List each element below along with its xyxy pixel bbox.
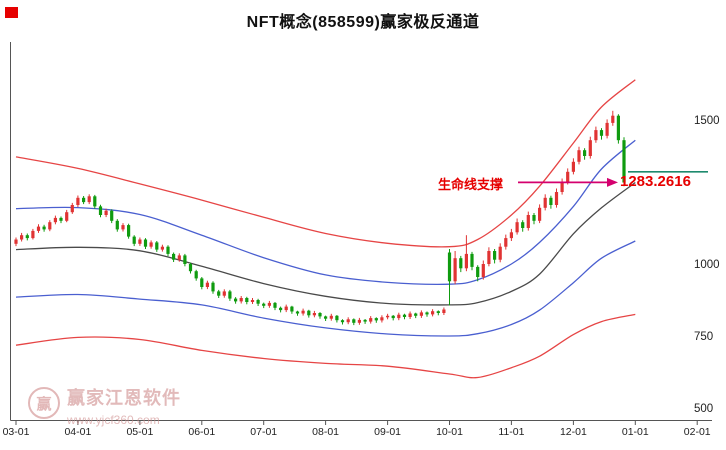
x-tick-label: 08-01	[312, 426, 339, 438]
watermark-logo-char: 赢	[36, 395, 52, 413]
candles	[14, 110, 626, 326]
x-tick-label: 02-01	[684, 426, 711, 438]
x-tick-label: 05-01	[126, 426, 153, 438]
y-tick-label: 750	[694, 331, 713, 343]
channel-life-line	[15, 181, 636, 306]
channel-outer-lower	[15, 313, 636, 379]
y-tick-label: 1500	[694, 115, 720, 127]
x-tick-label: 07-01	[250, 426, 277, 438]
watermark-texts: 赢家江恩软件 www.yjcf360.com	[67, 384, 181, 427]
channel-inner-lower	[15, 240, 636, 337]
y-tick-label: 1000	[694, 259, 720, 271]
support-arrowhead	[607, 177, 618, 187]
x-tick-label: 03-01	[3, 426, 30, 438]
lifeline-support-value: 1283.2616	[620, 173, 691, 191]
x-tick-label: 11-01	[498, 426, 524, 438]
x-tick-label: 10-01	[436, 426, 463, 438]
chart-title: NFT概念(858599)赢家极反通道	[246, 14, 480, 31]
channel-outer-upper	[15, 79, 636, 248]
watermark-logo-icon: 赢	[28, 387, 60, 419]
axes: 03-01 04-01 05-01 06-01 07-01 08-01 09-01 10-01…	[3, 42, 720, 438]
lifeline-support-label: 生命线支撑	[438, 177, 504, 193]
corner-marker	[5, 7, 18, 18]
x-tick-label: 12-01	[560, 426, 587, 438]
watermark: 赢 赢家江恩软件 www.yjcf360.com	[28, 384, 181, 427]
watermark-url: www.yjcf360.com	[67, 413, 160, 427]
channel-lines	[15, 79, 636, 379]
x-tick-label: 06-01	[188, 426, 215, 438]
y-tick-label: 500	[694, 403, 713, 415]
x-tick-label: 04-01	[64, 426, 91, 438]
channel-inner-upper	[15, 139, 636, 285]
x-tick-label: 01-01	[622, 426, 649, 438]
watermark-name: 赢家江恩软件	[67, 388, 181, 408]
x-tick-label: 09-01	[374, 426, 401, 438]
